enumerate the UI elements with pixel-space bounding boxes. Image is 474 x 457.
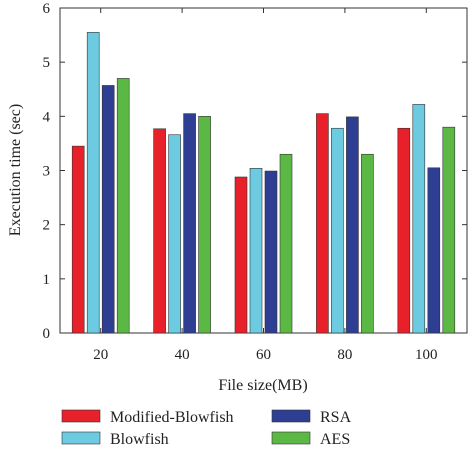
bar-aes-80 bbox=[361, 153, 374, 334]
x-axis-label: File size(MB) bbox=[218, 377, 307, 394]
bar-blowfish-20 bbox=[86, 32, 100, 334]
bar-modified-blowfish-80 bbox=[316, 113, 329, 334]
x-tick-label: 80 bbox=[337, 347, 352, 363]
y-tick-label: 6 bbox=[43, 1, 51, 17]
legend: Modified-Blowfish Blowfish RSA AES bbox=[61, 409, 352, 448]
legend-swatch bbox=[271, 431, 311, 445]
bar-rsa-100 bbox=[427, 167, 441, 334]
bar-rsa-40 bbox=[183, 113, 196, 334]
y-tick-label: 0 bbox=[43, 326, 51, 342]
y-axis-label: Execution time (sec) bbox=[7, 104, 24, 236]
x-tick-label: 40 bbox=[175, 347, 190, 363]
bars-group bbox=[71, 32, 456, 334]
legend-label: RSA bbox=[320, 409, 352, 426]
y-tick-label: 2 bbox=[43, 218, 51, 234]
legend-swatch bbox=[61, 431, 101, 445]
x-tick-label: 60 bbox=[256, 347, 271, 363]
legend-label: AES bbox=[320, 431, 350, 448]
bar-blowfish-80 bbox=[331, 127, 344, 334]
bar-blowfish-40 bbox=[168, 134, 181, 334]
bar-rsa-80 bbox=[346, 116, 359, 334]
y-tick-label: 5 bbox=[43, 55, 51, 71]
bar-modified-blowfish-20 bbox=[71, 145, 85, 334]
y-axis-ticks: 0 1 2 3 4 5 6 bbox=[43, 1, 467, 342]
legend-swatch bbox=[271, 409, 311, 423]
bar-rsa-20 bbox=[101, 85, 115, 334]
x-tick-label: 20 bbox=[93, 347, 108, 363]
bar-modified-blowfish-100 bbox=[397, 127, 411, 334]
legend-swatch bbox=[61, 409, 101, 423]
legend-label: Blowfish bbox=[110, 431, 169, 448]
y-tick-label: 3 bbox=[43, 164, 51, 180]
x-tick-label: 100 bbox=[415, 347, 438, 363]
y-tick-label: 4 bbox=[43, 109, 51, 125]
bar-aes-100 bbox=[442, 126, 456, 334]
bar-blowfish-100 bbox=[412, 104, 426, 334]
bar-modified-blowfish-60 bbox=[234, 176, 248, 334]
y-tick-label: 1 bbox=[43, 272, 51, 288]
bar-blowfish-60 bbox=[249, 168, 263, 334]
x-axis-ticks: 20 40 60 80 100 bbox=[93, 8, 438, 363]
bar-aes-40 bbox=[198, 116, 211, 334]
bar-aes-60 bbox=[279, 153, 293, 334]
bar-aes-20 bbox=[116, 78, 130, 334]
bar-rsa-60 bbox=[264, 170, 278, 334]
legend-label: Modified-Blowfish bbox=[110, 409, 234, 426]
bar-modified-blowfish-40 bbox=[153, 128, 166, 334]
